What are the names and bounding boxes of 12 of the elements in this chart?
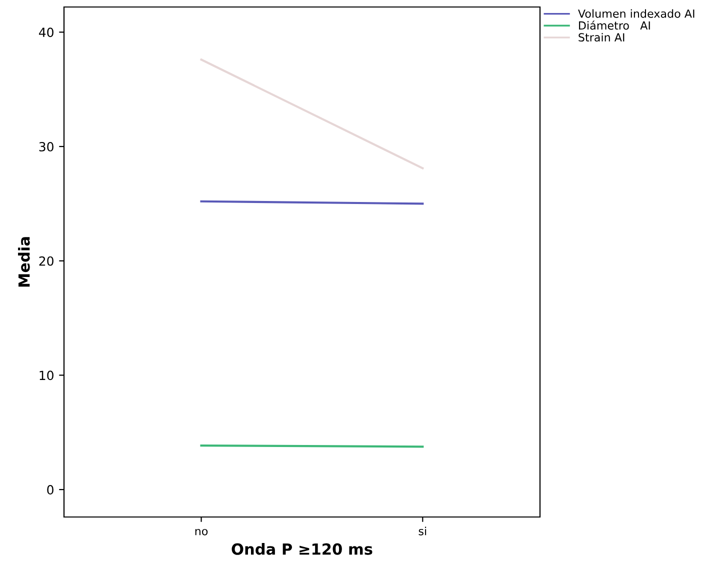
legend-label: Strain AI xyxy=(578,32,624,42)
y-axis-title: Media xyxy=(18,237,30,287)
x-axis-title: Onda P ≥120 ms xyxy=(232,543,372,555)
y-tick-label: 40 xyxy=(38,28,54,38)
y-tick-label: 20 xyxy=(39,256,54,266)
legend-label: Diámetro AI xyxy=(579,20,650,30)
legend-label: Volumen indexado AI xyxy=(578,9,694,18)
y-tick-label: 30 xyxy=(39,142,54,152)
y-tick-label: 0 xyxy=(47,485,54,494)
x-tick-label: si xyxy=(418,526,426,536)
y-tick-label: 10 xyxy=(40,370,54,380)
x-tick-label: no xyxy=(195,528,208,536)
